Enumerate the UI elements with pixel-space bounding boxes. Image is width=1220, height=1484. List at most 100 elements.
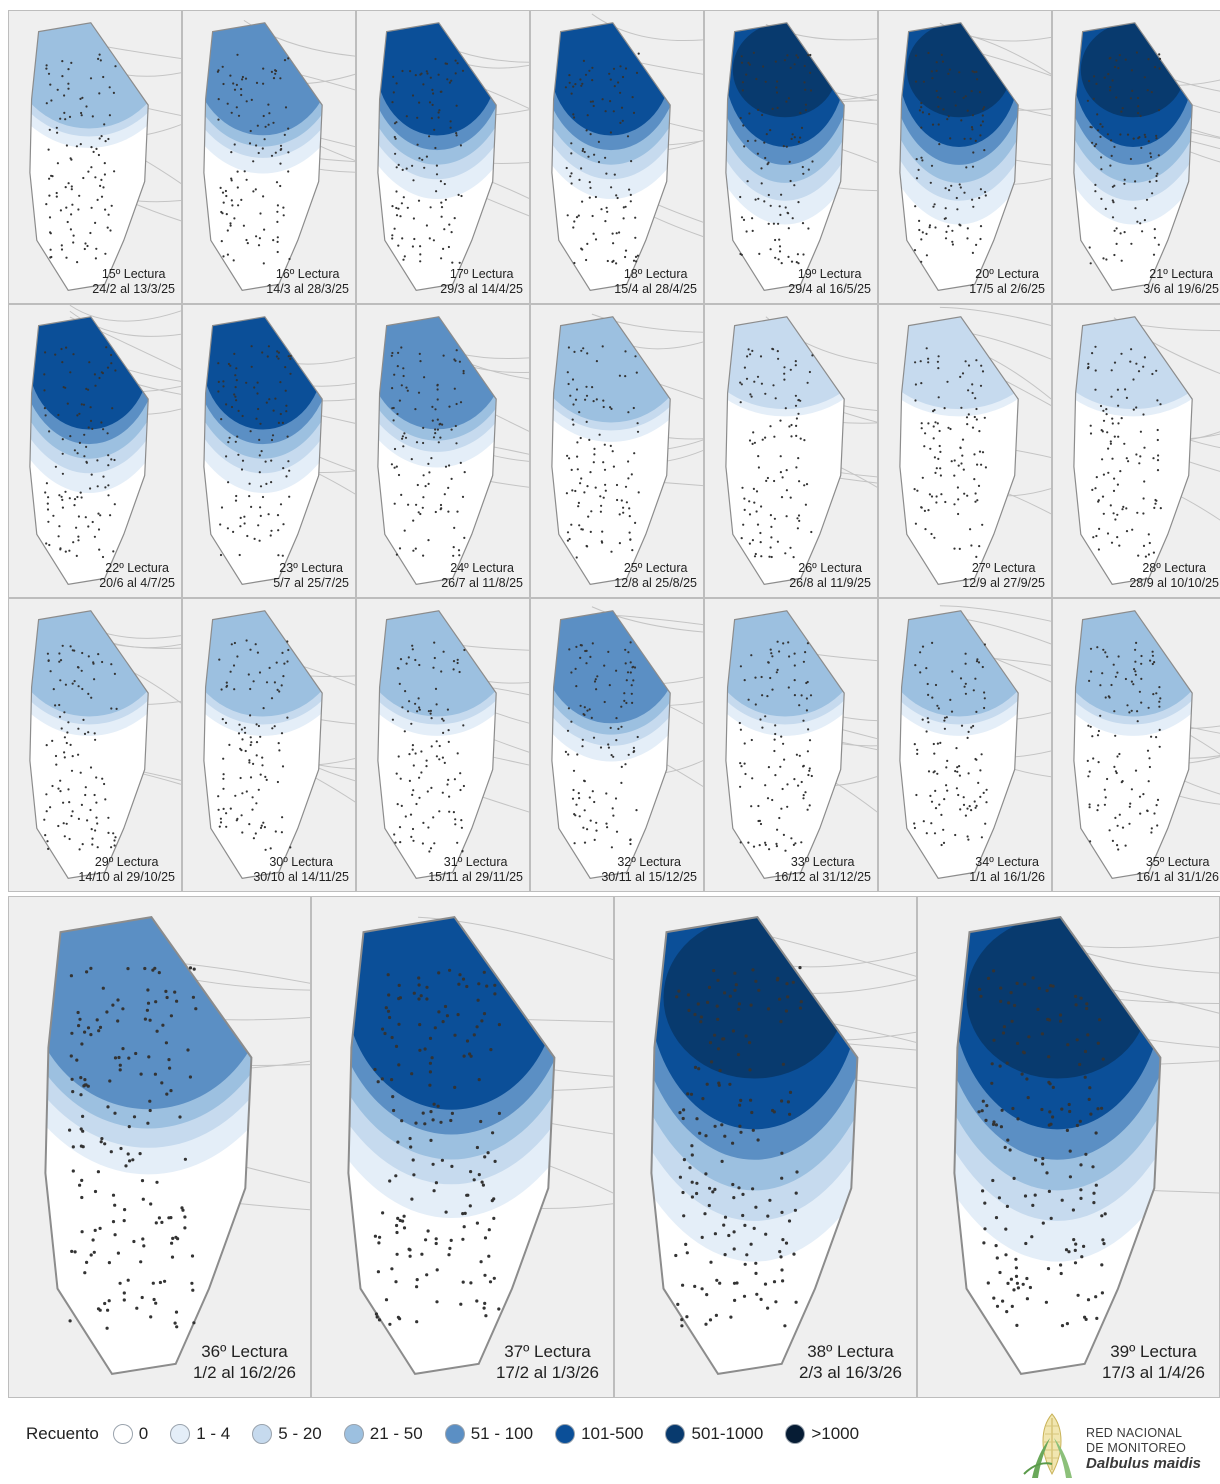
monitoring-point	[454, 72, 457, 75]
monitoring-point	[59, 790, 62, 793]
monitoring-point	[756, 152, 759, 155]
monitoring-point	[624, 485, 628, 488]
monitoring-point	[1118, 752, 1121, 756]
monitoring-point	[1079, 1196, 1083, 1200]
monitoring-point	[459, 461, 462, 464]
monitoring-point	[595, 688, 598, 691]
monitoring-point	[793, 184, 796, 187]
monitoring-point	[274, 151, 277, 154]
monitoring-point	[50, 99, 53, 102]
monitoring-point	[940, 843, 943, 847]
monitoring-point	[1015, 1041, 1020, 1045]
monitoring-point	[593, 453, 596, 456]
monitoring-point	[676, 1302, 680, 1306]
region-map	[29, 305, 181, 585]
monitoring-point	[1041, 1221, 1045, 1225]
monitoring-point	[274, 72, 277, 75]
monitoring-point	[923, 445, 926, 448]
monitoring-point	[778, 650, 781, 653]
density-band	[551, 610, 671, 724]
monitoring-point	[603, 700, 606, 704]
monitoring-point	[610, 186, 613, 189]
monitoring-point	[680, 1318, 684, 1322]
monitoring-point	[755, 510, 758, 513]
monitoring-point	[1094, 1295, 1098, 1299]
monitoring-point	[459, 788, 462, 792]
monitoring-point	[969, 137, 972, 140]
monitoring-point	[808, 804, 811, 807]
monitoring-point	[921, 476, 924, 479]
monitoring-point	[59, 209, 63, 212]
monitoring-point	[230, 199, 233, 202]
monitoring-point	[792, 556, 795, 559]
monitoring-point	[588, 708, 591, 711]
monitoring-point	[1119, 133, 1122, 136]
monitoring-point	[1122, 505, 1125, 508]
monitoring-point	[56, 131, 59, 134]
monitoring-point	[983, 416, 986, 419]
density-band	[899, 316, 1019, 410]
monitoring-point	[239, 525, 242, 528]
map-panel: 33º Lectura 16/12 al 31/12/25	[704, 598, 878, 892]
monitoring-point	[751, 217, 754, 220]
monitoring-point	[250, 505, 253, 508]
monitoring-point	[146, 1001, 151, 1005]
monitoring-point	[169, 1014, 173, 1018]
monitoring-point	[970, 126, 974, 129]
monitoring-point	[62, 386, 65, 389]
monitoring-point	[607, 650, 610, 653]
reading-label: 33º Lectura	[790, 855, 855, 869]
monitoring-point	[440, 1158, 444, 1162]
monitoring-point	[387, 993, 391, 997]
monitoring-point	[391, 407, 394, 410]
monitoring-point	[787, 1219, 792, 1223]
monitoring-point	[975, 359, 978, 362]
monitoring-point	[1068, 1149, 1072, 1153]
monitoring-point	[452, 811, 455, 814]
monitoring-point	[262, 195, 265, 198]
monitoring-point	[455, 134, 458, 137]
monitoring-point	[802, 172, 805, 175]
region-outline	[899, 316, 1019, 585]
monitoring-point	[72, 353, 75, 356]
monitoring-point	[1101, 458, 1104, 461]
monitoring-point	[103, 123, 106, 126]
monitoring-point	[89, 808, 92, 812]
monitoring-point	[461, 69, 465, 72]
monitoring-point	[920, 106, 923, 109]
monitoring-point	[85, 461, 88, 464]
monitoring-point	[740, 55, 743, 58]
monitoring-point	[97, 528, 101, 531]
monitoring-point	[477, 982, 481, 986]
monitoring-point	[217, 69, 220, 72]
monitoring-point	[572, 403, 575, 406]
monitoring-point	[1083, 1075, 1087, 1079]
monitoring-point	[930, 532, 933, 536]
monitoring-point	[795, 753, 798, 756]
monitoring-point	[71, 1145, 75, 1149]
monitoring-point	[288, 257, 291, 261]
map-panel: 29º Lectura 14/10 al 29/10/25	[8, 598, 182, 892]
monitoring-point	[806, 381, 809, 384]
monitoring-point	[760, 167, 763, 170]
monitoring-point	[585, 129, 588, 132]
monitoring-point	[71, 682, 74, 685]
monitoring-point	[932, 425, 935, 428]
monitoring-point	[748, 500, 751, 503]
monitoring-point	[61, 472, 64, 475]
monitoring-point	[570, 172, 573, 175]
monitoring-point	[86, 1026, 91, 1030]
monitoring-point	[493, 983, 497, 987]
region-map	[650, 916, 916, 1375]
reading-label: 25º Lectura	[623, 561, 688, 575]
monitoring-point	[1094, 183, 1097, 186]
monitoring-point	[1148, 180, 1151, 183]
region-outline	[1073, 22, 1193, 291]
monitoring-point	[964, 652, 967, 655]
monitoring-point	[103, 782, 106, 786]
monitoring-point	[740, 61, 744, 64]
monitoring-point	[232, 82, 235, 85]
monitoring-point	[419, 994, 423, 998]
monitoring-point	[780, 193, 783, 196]
monitoring-point	[690, 1144, 694, 1148]
